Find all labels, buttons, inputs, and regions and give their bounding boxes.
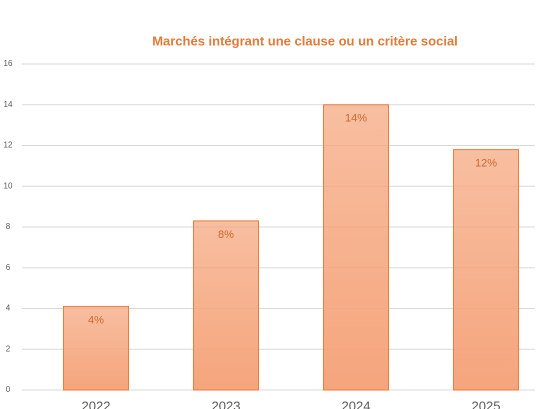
y-tick-label: 14	[4, 100, 13, 109]
y-tick-label: 4	[6, 304, 11, 313]
x-tick-label: 2023	[212, 398, 241, 409]
y-tick-label: 16	[4, 59, 13, 68]
x-tick-label: 2024	[342, 398, 371, 409]
chart-title: Marchés intégrant une clause ou un critè…	[152, 33, 458, 48]
y-tick-label: 8	[6, 222, 11, 231]
y-tick-label: 12	[4, 141, 13, 150]
bar	[453, 149, 519, 391]
x-tick-label: 2025	[472, 398, 501, 409]
data-label: 14%	[345, 113, 367, 125]
bar	[63, 305, 129, 391]
y-tick-label: 2	[6, 344, 11, 353]
data-label: 12%	[475, 157, 497, 169]
y-tick-label: 10	[4, 181, 13, 190]
bar	[193, 220, 259, 391]
data-label: 4%	[88, 314, 104, 326]
y-tick-label: 6	[6, 263, 11, 272]
data-label: 8%	[218, 229, 234, 241]
x-tick-label: 2022	[82, 398, 111, 409]
y-tick-label: 0	[6, 385, 11, 394]
bar	[323, 104, 389, 391]
